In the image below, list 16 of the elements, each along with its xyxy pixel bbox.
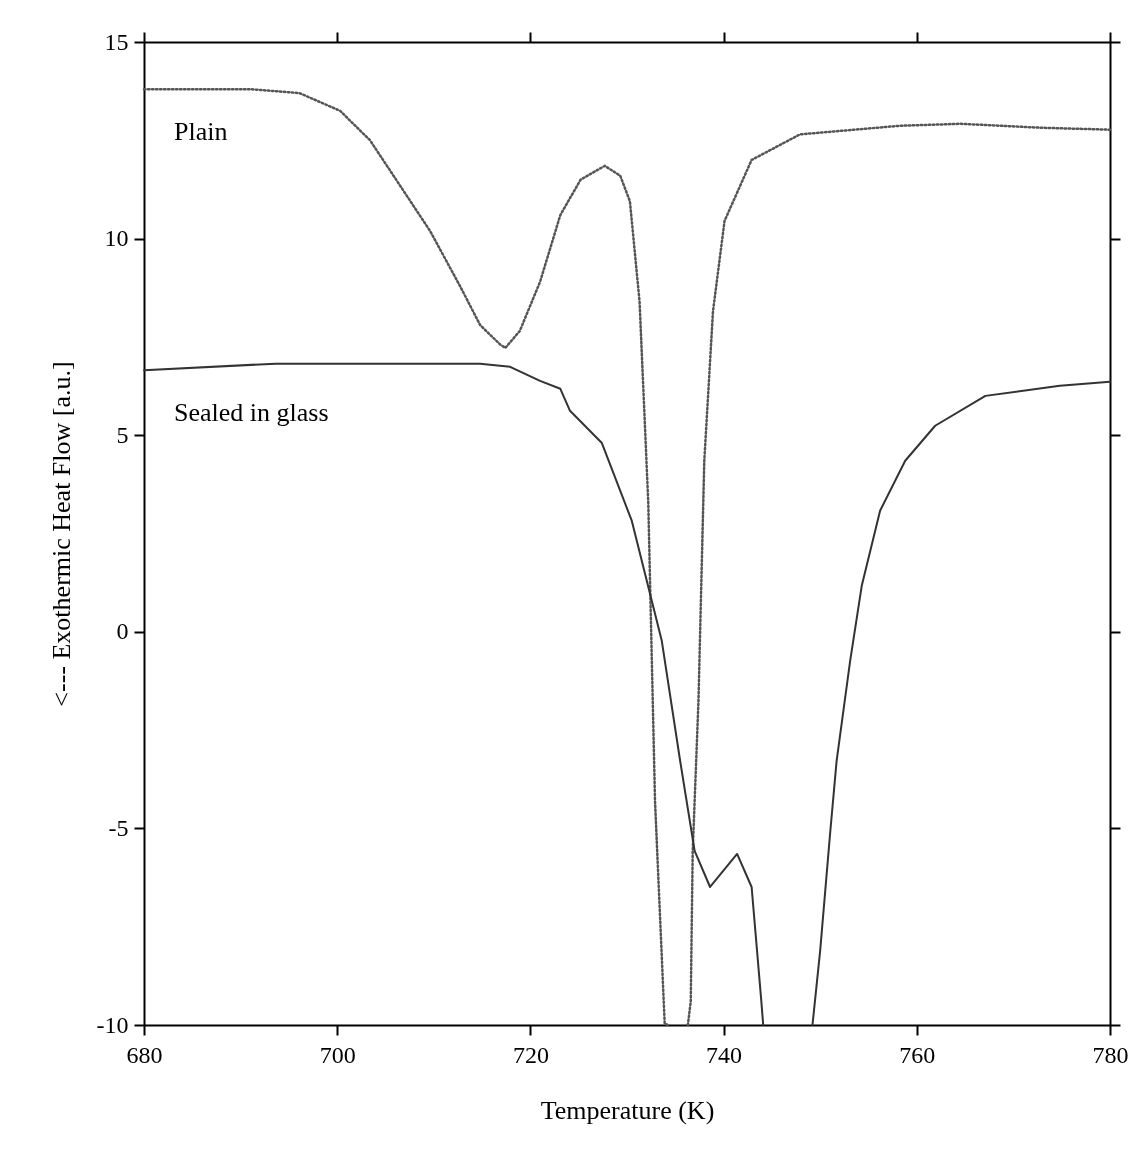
y-tick-label: -10 — [96, 1011, 129, 1038]
y-axis-title: <--- Exothermic Heat Flow [a.u.] — [46, 361, 76, 707]
x-tick-label: 700 — [319, 1041, 356, 1068]
x-tick-label: 680 — [126, 1041, 163, 1068]
x-tick-label: 760 — [899, 1041, 936, 1068]
x-tick-label: 780 — [1092, 1041, 1129, 1068]
x-tick-label: 720 — [512, 1041, 549, 1068]
x-axis-title: Temperature (K) — [540, 1095, 715, 1125]
y-tick-label: 0 — [116, 618, 129, 645]
y-tick-label: 15 — [104, 28, 129, 55]
y-tick-label: -5 — [108, 814, 129, 841]
y-tick-label: 5 — [116, 421, 129, 448]
x-tick-label: 740 — [706, 1041, 743, 1068]
series-label: Sealed in glass — [174, 398, 329, 428]
series-label: Plain — [174, 117, 228, 147]
y-tick-label: 10 — [104, 225, 129, 252]
